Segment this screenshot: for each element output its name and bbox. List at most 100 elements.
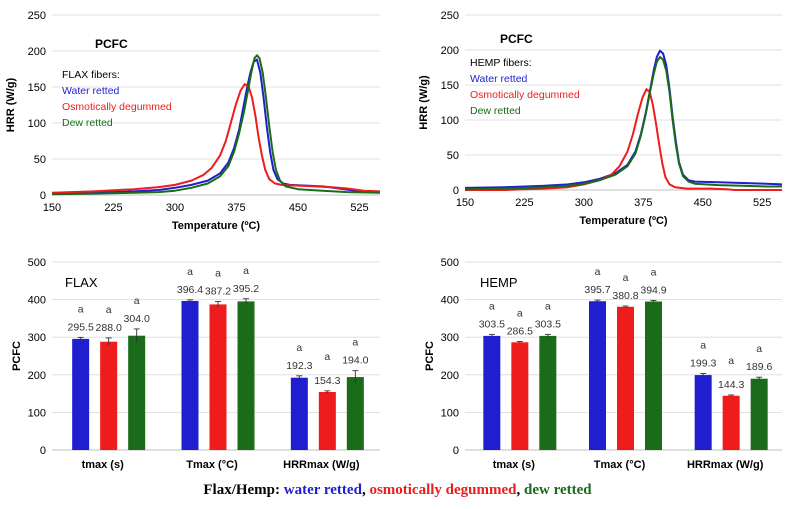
- x-tick-label: 225: [515, 197, 533, 209]
- y-tick-label: 0: [453, 185, 459, 197]
- bar: [346, 377, 364, 450]
- data-label: 387.2: [205, 285, 231, 297]
- significance-letter: a: [324, 351, 330, 363]
- y-tick-label: 300: [28, 332, 46, 344]
- x-tick-label: 300: [166, 202, 184, 214]
- y-tick-label: 200: [28, 370, 46, 382]
- data-label: 304.0: [124, 313, 150, 325]
- y-tick-label: 50: [34, 154, 46, 166]
- legend-entry: Dew retted: [62, 117, 113, 129]
- chart-title: FLAX: [65, 275, 98, 290]
- bar: [722, 395, 740, 450]
- bar: [645, 301, 662, 450]
- x-tick-label: 375: [634, 197, 652, 209]
- bar: [511, 342, 529, 450]
- significance-letter: a: [545, 300, 551, 312]
- x-tick-label: 150: [43, 202, 61, 214]
- y-tick-label: 250: [441, 10, 459, 22]
- category-label: tmax (s): [493, 459, 536, 471]
- y-tick-label: 200: [441, 370, 459, 382]
- y-tick-label: 0: [40, 445, 46, 457]
- y-tick-label: 400: [28, 295, 46, 307]
- y-tick-label: 50: [447, 150, 459, 162]
- y-tick-label: 100: [28, 118, 46, 130]
- x-axis-label: Temperature (ºC): [172, 220, 260, 232]
- caption-sep1: ,: [361, 482, 370, 498]
- data-label: 303.5: [479, 318, 505, 330]
- legend-entry: Osmotically degummed: [470, 89, 580, 101]
- x-tick-label: 300: [575, 197, 593, 209]
- x-tick-label: 150: [456, 197, 474, 209]
- significance-letter: a: [623, 272, 629, 284]
- significance-letter: a: [756, 343, 762, 355]
- flax-bar-chart: 0 100 200 300 400 500 PCFC tmax (s) 295.5 a 288.0 a…: [11, 257, 380, 471]
- data-label: 194.0: [342, 355, 368, 367]
- data-label: 303.5: [535, 318, 561, 330]
- bar: [318, 391, 336, 450]
- data-label: 395.2: [233, 283, 259, 295]
- data-label: 199.3: [690, 358, 716, 370]
- x-tick-label: 525: [753, 197, 771, 209]
- y-axis-label: PCFC: [424, 341, 436, 371]
- data-label: 288.0: [96, 322, 122, 334]
- significance-letter: a: [728, 355, 734, 367]
- significance-letter: a: [296, 342, 302, 354]
- caption-dew: dew retted: [524, 482, 592, 498]
- bar: [539, 335, 557, 450]
- y-tick-label: 250: [28, 10, 46, 22]
- caption-water: water retted: [283, 482, 362, 498]
- bar: [100, 341, 118, 450]
- x-tick-label: 450: [289, 202, 307, 214]
- bar: [128, 335, 146, 450]
- y-tick-label: 150: [28, 82, 46, 94]
- significance-letter: a: [134, 295, 140, 307]
- significance-letter: a: [489, 300, 495, 312]
- y-tick-label: 200: [28, 46, 46, 58]
- data-label: 192.3: [286, 360, 312, 372]
- data-label: 144.3: [718, 379, 744, 391]
- y-tick-label: 0: [453, 445, 459, 457]
- bar: [181, 300, 199, 450]
- category-label: tmax (s): [82, 459, 125, 471]
- caption-prefix: Flax/Hemp:: [203, 482, 284, 498]
- chart-title: HEMP: [480, 275, 518, 290]
- hemp-line-chart: 0 50 100 150 200 250 150 225 300 375 450 525 Tempera…: [418, 10, 783, 227]
- figure-caption: Flax/Hemp: water retted, osmotically deg…: [0, 482, 795, 499]
- significance-letter: a: [517, 308, 523, 320]
- caption-sep2: ,: [516, 482, 525, 498]
- significance-letter: a: [78, 303, 84, 315]
- y-tick-label: 300: [441, 332, 459, 344]
- bar: [750, 378, 768, 450]
- data-label: 295.5: [68, 321, 94, 333]
- category-label: HRRmax (W/g): [283, 459, 360, 471]
- x-axis-label: Temperature (ºC): [579, 215, 667, 227]
- data-label: 286.5: [507, 326, 533, 338]
- bar: [694, 375, 712, 450]
- flax-line-chart: 0 50 100 150 200 250 150 225 300 375 450 525 Tempera…: [5, 10, 381, 232]
- y-tick-label: 150: [441, 80, 459, 92]
- chart-title: PCFC: [500, 32, 533, 46]
- bar: [237, 301, 255, 450]
- caption-osmotic: osmotically degummed: [369, 482, 517, 498]
- x-tick-label: 225: [104, 202, 122, 214]
- significance-letter: a: [106, 304, 112, 316]
- data-label: 380.8: [612, 290, 638, 302]
- significance-letter: a: [215, 267, 221, 279]
- y-axis-label: HRR (W/g): [418, 75, 430, 130]
- significance-letter: a: [595, 266, 601, 278]
- category-label: Tmax (°C): [594, 459, 646, 471]
- bar: [290, 377, 308, 450]
- legend-entry: Water retted: [62, 85, 120, 97]
- significance-letter: a: [352, 337, 358, 349]
- y-axis-label: PCFC: [11, 341, 23, 371]
- y-axis-label: HRR (W/g): [5, 77, 17, 132]
- y-tick-label: 400: [441, 295, 459, 307]
- y-tick-label: 100: [28, 407, 46, 419]
- x-tick-label: 450: [694, 197, 712, 209]
- y-tick-label: 0: [40, 190, 46, 202]
- x-tick-label: 525: [350, 202, 368, 214]
- x-tick-label: 375: [227, 202, 245, 214]
- significance-letter: a: [243, 265, 249, 277]
- chart-title: PCFC: [95, 37, 128, 51]
